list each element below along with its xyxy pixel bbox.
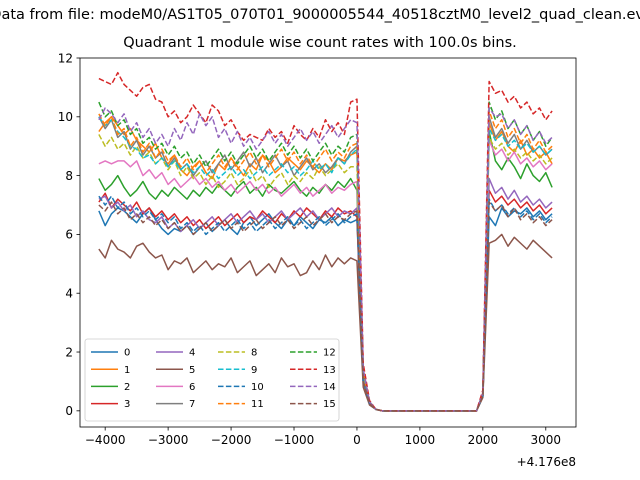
y-tick-label: 6 (65, 228, 73, 242)
legend-box (84, 338, 340, 422)
y-tick-label: 8 (65, 169, 73, 183)
y-tick-label: 0 (65, 404, 73, 418)
series-line-15 (98, 201, 553, 412)
legend-label-9: 9 (251, 365, 257, 376)
x-tick-label: 3000 (531, 433, 562, 447)
x-tick-label: 1000 (405, 433, 436, 447)
x-tick-label: −4000 (85, 433, 126, 447)
figure-suptitle: Data from file: modeM0/AS1T05_070T01_900… (0, 7, 640, 23)
y-tick-label: 12 (58, 51, 73, 65)
legend-label-4: 4 (189, 348, 195, 359)
legend-label-6: 6 (189, 382, 195, 393)
plot-frame (79, 57, 577, 428)
x-offset-label: +4.176e8 (517, 455, 576, 469)
x-tick-label: −3000 (148, 433, 189, 447)
y-tick-label: 2 (65, 345, 73, 359)
legend-label-8: 8 (251, 348, 257, 359)
x-tick-label: −1000 (274, 433, 315, 447)
chart-title: Quadrant 1 module wise count rates with … (123, 35, 517, 51)
y-tick-label: 10 (58, 110, 73, 124)
legend-label-14: 14 (323, 382, 336, 393)
legend-label-11: 11 (251, 399, 264, 410)
legend-label-5: 5 (189, 365, 195, 376)
series-line-9 (98, 116, 553, 412)
legend-label-2: 2 (124, 382, 130, 393)
x-tick-label: −2000 (211, 433, 252, 447)
series-line-14 (98, 107, 553, 412)
legend-label-15: 15 (323, 399, 336, 410)
legend-label-12: 12 (323, 348, 336, 359)
legend-label-10: 10 (251, 382, 264, 393)
x-tick-label: 2000 (468, 433, 499, 447)
legend-label-1: 1 (124, 365, 130, 376)
y-tick-label: 4 (65, 287, 73, 301)
legend-label-0: 0 (124, 348, 130, 359)
x-tick-label: 0 (353, 433, 361, 447)
legend-label-13: 13 (323, 365, 336, 376)
legend-label-7: 7 (189, 399, 195, 410)
series-lines (98, 71, 553, 412)
legend-label-3: 3 (124, 399, 130, 410)
